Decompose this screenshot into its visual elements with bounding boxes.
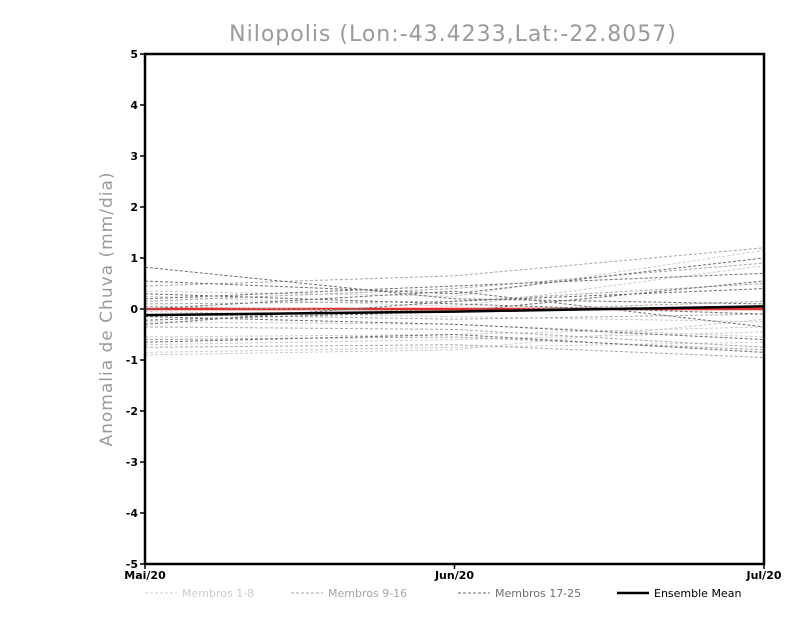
legend-label-1: Membros 1-8	[182, 587, 254, 600]
ensemble-mean-line	[144, 305, 765, 317]
member-line-g3-8	[144, 288, 765, 325]
member-line-g2-1	[144, 247, 765, 287]
y-tick-label: 5	[130, 48, 138, 61]
member-line-g3-2	[144, 257, 765, 295]
member-line-g3-4	[144, 272, 765, 300]
chart-title: Nilopolis (Lon:-43.4233,Lat:-22.8057)	[229, 22, 677, 47]
y-tick-label: 3	[130, 150, 138, 163]
member-line-g3-3	[144, 293, 765, 315]
member-line-g3-9	[144, 333, 765, 353]
member-line-g1-2	[144, 265, 765, 307]
member-line-g3-6	[144, 316, 765, 341]
y-tick-label: -2	[126, 405, 138, 418]
y-tick-label: 2	[130, 201, 138, 214]
member-line-g2-2	[144, 262, 765, 302]
member-line-g2-4	[144, 300, 765, 313]
member-line-g1-4	[144, 321, 765, 338]
member-line-g2-7	[144, 336, 765, 351]
y-axis-label: Anomalia de Chuva (mm/dia)	[97, 171, 117, 446]
member-line-g1-8	[144, 318, 765, 356]
member-line-g1-3	[144, 311, 765, 323]
member-line-g2-6	[144, 326, 765, 348]
member-line-g3-5	[144, 290, 765, 328]
legend-label-4: Ensemble Mean	[654, 587, 741, 600]
y-tick-label: -3	[126, 456, 138, 469]
y-tick-label: 1	[130, 252, 138, 265]
x-tick-label: Mai/20	[124, 569, 166, 582]
y-tick-label: 4	[130, 99, 138, 112]
x-tick-label: Jul/20	[745, 569, 781, 582]
member-line-g3-7	[144, 280, 765, 321]
y-tick-label: -4	[126, 507, 139, 520]
member-line-g3-1	[144, 266, 765, 305]
series-layer	[144, 247, 765, 358]
member-line-g2-3	[144, 283, 765, 305]
member-line-g2-5	[144, 313, 765, 320]
y-tick-label: 0	[130, 303, 138, 316]
y-tick-label: -1	[126, 354, 138, 367]
x-tick-label: Jun/20	[434, 569, 474, 582]
member-line-g2-8	[144, 344, 765, 358]
y-tick-label: -5	[126, 558, 138, 571]
legend-label-3: Membros 17-25	[495, 587, 581, 600]
legend: Membros 1-8 Membros 9-16 Membros 17-25 Ense…	[145, 587, 741, 600]
member-line-g1-7	[144, 341, 765, 353]
member-line-g1-1	[144, 249, 765, 297]
legend-label-2: Membros 9-16	[328, 587, 407, 600]
